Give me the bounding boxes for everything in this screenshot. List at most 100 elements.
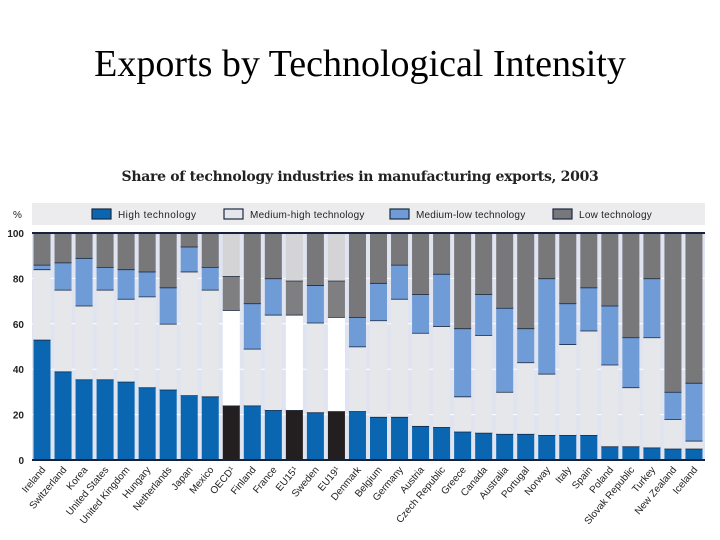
bar-segment xyxy=(496,391,514,434)
bar-stack xyxy=(559,233,577,460)
bar-segment xyxy=(643,337,661,448)
bar-segment xyxy=(264,314,282,411)
bar-segment xyxy=(117,269,135,299)
bar-segment xyxy=(33,269,51,340)
bar-segment xyxy=(348,411,366,460)
y-tick-label: 60 xyxy=(13,320,25,331)
legend-swatch xyxy=(223,208,244,220)
legend-label: Medium-low technology xyxy=(416,210,525,221)
bar-stack xyxy=(580,233,598,460)
bar-stack xyxy=(54,233,72,460)
bar-segment xyxy=(475,294,493,336)
bar-segment xyxy=(180,233,198,247)
bar-stack xyxy=(496,233,514,460)
bar-segment xyxy=(685,440,703,449)
bar-segment xyxy=(454,328,472,397)
bar-segment xyxy=(433,326,451,428)
bar-stack xyxy=(454,233,472,460)
bar-stack xyxy=(159,233,177,460)
bar-stack xyxy=(433,233,451,460)
bar-segment xyxy=(327,316,345,412)
bar-segment xyxy=(138,233,156,272)
bar-segment xyxy=(285,314,303,411)
bar-segment xyxy=(601,446,619,460)
bar-segment xyxy=(391,233,409,265)
legend-swatch xyxy=(389,208,410,220)
bar-segment xyxy=(391,416,409,460)
bar-stack xyxy=(285,233,303,460)
y-tick-label: 0 xyxy=(18,456,24,467)
bar-segment xyxy=(538,373,556,436)
bar-segment xyxy=(664,448,682,460)
bar-stack xyxy=(370,233,387,460)
bar-segment xyxy=(517,328,535,363)
bar-segment xyxy=(412,332,430,426)
bar-segment xyxy=(454,396,472,432)
bar-segment xyxy=(685,382,703,441)
bar-segment xyxy=(622,233,640,338)
bars xyxy=(32,232,705,461)
bar-segment xyxy=(454,233,472,329)
bar-segment xyxy=(496,233,514,308)
bar-segment xyxy=(559,344,577,436)
bar-segment xyxy=(517,433,535,460)
bar-segment xyxy=(306,412,324,460)
bar-segment xyxy=(96,289,114,380)
bar-segment xyxy=(433,273,451,327)
y-tick-label: 100 xyxy=(7,229,24,240)
bar-segment xyxy=(643,278,661,338)
bar-segment xyxy=(454,431,472,460)
bar-segment xyxy=(685,233,703,383)
bar-segment xyxy=(538,233,556,279)
x-tick-label: France xyxy=(251,465,280,496)
bar-segment xyxy=(159,233,177,288)
bar-segment xyxy=(75,233,93,258)
bar-segment xyxy=(33,233,51,265)
bar-segment xyxy=(243,233,261,304)
bar-segment xyxy=(412,425,430,460)
bar-segment xyxy=(180,246,198,272)
bar-segment xyxy=(559,303,577,345)
bar-stack xyxy=(33,233,51,460)
bar-stack xyxy=(306,233,324,460)
bar-stack xyxy=(243,233,261,460)
bar-stack xyxy=(475,233,493,460)
bar-segment xyxy=(412,233,430,295)
bar-segment xyxy=(559,233,577,304)
bar-segment xyxy=(475,233,493,295)
bar-segment xyxy=(201,233,219,268)
bar-segment xyxy=(117,298,135,382)
bar-segment xyxy=(201,289,219,397)
bar-stack xyxy=(391,233,409,460)
bar-stack xyxy=(348,233,366,460)
bar-segment xyxy=(117,233,135,270)
bar-segment xyxy=(285,280,303,315)
bar-segment xyxy=(348,346,366,412)
bar-segment xyxy=(306,233,324,286)
bar-segment xyxy=(370,282,387,321)
bar-segment xyxy=(327,233,345,281)
y-tick-label: 40 xyxy=(13,365,25,376)
chart-title: Share of technology industries in manufa… xyxy=(121,169,599,185)
bar-stack xyxy=(222,233,240,460)
bar-segment xyxy=(622,337,640,388)
legend-label: High technology xyxy=(118,210,196,221)
bar-segment xyxy=(664,233,682,392)
y-tick-label: 20 xyxy=(13,411,25,422)
bar-segment xyxy=(222,310,240,406)
bar-segment xyxy=(664,391,682,420)
bar-segment xyxy=(33,264,51,270)
legend-swatch xyxy=(552,208,573,220)
bar-segment xyxy=(538,435,556,460)
bar-segment xyxy=(117,381,135,460)
bar-segment xyxy=(180,395,198,460)
y-axis-unit: % xyxy=(13,210,22,221)
bar-segment xyxy=(370,416,387,460)
bar-segment xyxy=(138,296,156,388)
bar-segment xyxy=(96,233,114,268)
bar-segment xyxy=(601,364,619,447)
bar-segment xyxy=(559,435,577,460)
bar-stack xyxy=(538,233,556,460)
bar-segment xyxy=(348,316,366,347)
